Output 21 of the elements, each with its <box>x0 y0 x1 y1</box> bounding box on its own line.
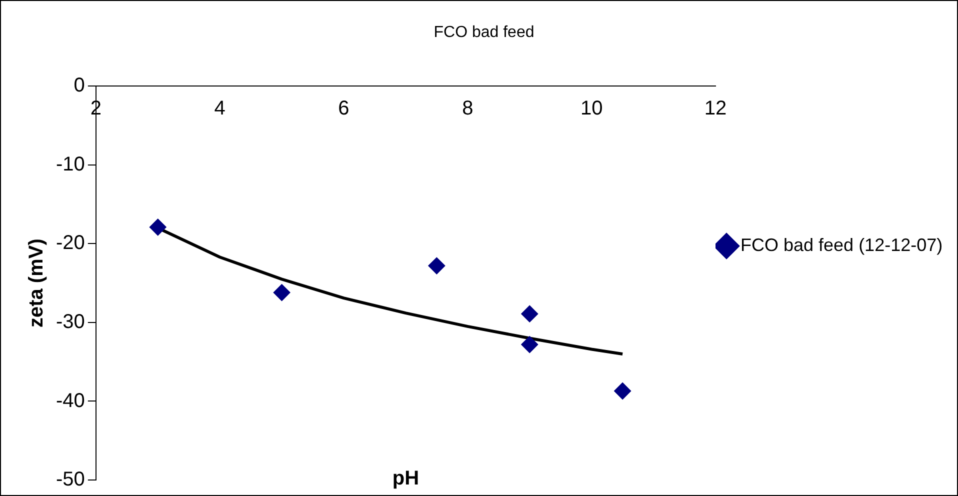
y-axis-title: zeta (mV) <box>26 238 48 328</box>
point <box>273 284 290 302</box>
y-tick-label: -10 <box>56 153 85 176</box>
y-tick-label: -50 <box>56 468 85 491</box>
y-tick-label: -20 <box>56 232 85 254</box>
x-tick-label: 6 <box>338 98 350 120</box>
x-axis-title: pH <box>392 468 420 490</box>
point <box>428 257 446 274</box>
x-tick-label: 10 <box>580 98 603 120</box>
y-tick-label: 0 <box>74 74 85 97</box>
chart-title: FCO bad feed <box>434 24 534 42</box>
x-tick-label: 12 <box>704 98 727 120</box>
point <box>521 336 538 354</box>
point <box>521 305 538 322</box>
y-tick-label: -30 <box>56 310 85 333</box>
x-tick-label: 4 <box>214 98 226 120</box>
x-tick-label: 8 <box>462 98 474 120</box>
legend-label: FCO bad feed (12-12-07) <box>740 234 943 255</box>
y-tick-label: -40 <box>56 390 85 412</box>
point <box>149 218 166 236</box>
point <box>614 382 632 400</box>
